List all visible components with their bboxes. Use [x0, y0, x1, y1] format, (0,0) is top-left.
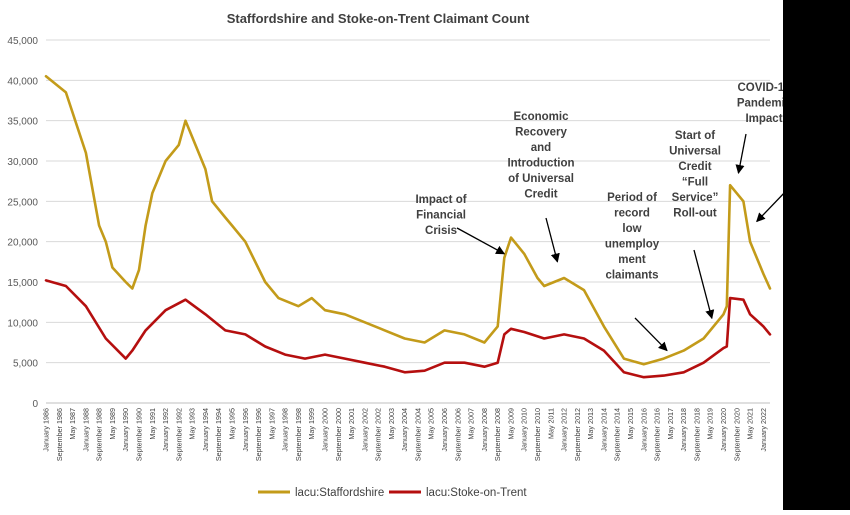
x-tick-label: January 1992 [161, 408, 170, 452]
annotation-arrow [756, 189, 788, 223]
x-tick-label: May 2013 [586, 408, 595, 440]
x-tick-label: May 1987 [68, 408, 77, 440]
x-tick-label: January 2014 [599, 408, 608, 452]
x-tick-label: January 1996 [241, 408, 250, 452]
x-tick-label: January 1990 [121, 408, 130, 452]
annotation-label: COVID-19 Pandemic Impact [737, 82, 792, 125]
x-tick-label: May 2015 [626, 408, 635, 440]
x-tick-label: January 1994 [201, 408, 210, 452]
legend-label: lacu:Staffordshire [295, 487, 384, 499]
x-tick-label: May 2007 [467, 408, 476, 440]
annotation-label: Economic Recovery and Introduction of Univer… [507, 111, 574, 201]
x-tick-label: May 2009 [506, 408, 515, 440]
x-tick-label: January 2008 [480, 408, 489, 452]
x-tick-label: May 1991 [148, 408, 157, 440]
x-tick-label: September 2006 [453, 408, 462, 461]
x-tick-label: September 2012 [573, 408, 582, 461]
y-tick-label: 45,000 [7, 36, 38, 47]
x-tick-label: September 2000 [334, 408, 343, 461]
y-tick-label: 30,000 [7, 157, 38, 168]
y-tick-label: 5,000 [13, 359, 38, 370]
x-tick-label: September 1994 [214, 408, 223, 461]
x-tick-label: January 2006 [440, 408, 449, 452]
y-tick-label: 20,000 [7, 238, 38, 249]
x-tick-label: January 2018 [679, 408, 688, 452]
x-tick-label: May 2005 [427, 408, 436, 440]
annotation-arrow [735, 133, 747, 174]
x-tick-label: September 2014 [613, 408, 622, 461]
x-tick-label: May 2011 [546, 408, 555, 439]
x-tick-label: September 1998 [294, 408, 303, 461]
x-tick-label: January 2000 [320, 408, 329, 452]
x-tick-label: May 2017 [666, 408, 675, 440]
x-tick-label: January 1986 [42, 408, 51, 452]
annotation-arrow [634, 317, 668, 352]
y-tick-label: 25,000 [7, 197, 38, 208]
annotation-arrow [545, 217, 560, 263]
x-tick-label: January 1998 [281, 408, 290, 452]
x-tick-label: January 2004 [400, 408, 409, 452]
x-tick-label: May 2001 [347, 408, 356, 440]
x-tick-label: January 2020 [719, 408, 728, 452]
x-tick-label: May 2021 [746, 408, 755, 440]
x-tick-label: September 1988 [95, 408, 104, 461]
x-tick-label: September 2010 [533, 408, 542, 461]
x-tick-label: September 1992 [174, 408, 183, 461]
black-side-bar [783, 0, 850, 510]
x-tick-label: September 1990 [134, 408, 143, 461]
x-tick-label: September 2002 [374, 408, 383, 461]
chart-title: Staffordshire and Stoke-on-Trent Claiman… [227, 11, 530, 26]
x-tick-label: May 1995 [227, 408, 236, 440]
annotation-label: Start of Universal Credit “Full Service” Roll… [669, 130, 721, 220]
x-tick-label: September 2020 [732, 408, 741, 461]
annotation-arrow [693, 249, 715, 320]
y-tick-label: 0 [32, 399, 38, 410]
x-tick-label: January 2002 [360, 408, 369, 452]
x-tick-label: May 1999 [307, 408, 316, 440]
x-tick-label: May 1989 [108, 408, 117, 440]
x-tick-label: September 2018 [692, 408, 701, 461]
x-tick-label: September 2004 [413, 408, 422, 461]
x-tick-label: January 2016 [639, 408, 648, 452]
y-tick-label: 10,000 [7, 318, 38, 329]
annotation-label: Impact of Financial Crisis [415, 194, 466, 237]
x-tick-label: September 2016 [653, 408, 662, 461]
x-tick-label: September 2008 [493, 408, 502, 461]
x-tick-label: May 1997 [267, 408, 276, 440]
x-tick-label: May 2003 [387, 408, 396, 440]
x-tick-label: September 1986 [55, 408, 64, 461]
annotation-label: Period of record low unemploy ment claimants [605, 192, 660, 282]
x-tick-label: May 2019 [706, 408, 715, 440]
y-tick-label: 15,000 [7, 278, 38, 289]
annotation-arrow [456, 227, 506, 255]
x-tick-label: January 2012 [560, 408, 569, 452]
y-tick-label: 35,000 [7, 117, 38, 128]
x-tick-label: September 1996 [254, 408, 263, 461]
x-tick-label: January 2022 [759, 408, 768, 452]
legend-label: lacu:Stoke-on-Trent [426, 487, 527, 499]
series-line [44, 75, 772, 366]
series-line [44, 279, 772, 379]
x-tick-label: January 1988 [81, 408, 90, 452]
x-tick-label: January 2010 [520, 408, 529, 452]
x-tick-label: May 1993 [188, 408, 197, 440]
y-tick-label: 40,000 [7, 76, 38, 87]
